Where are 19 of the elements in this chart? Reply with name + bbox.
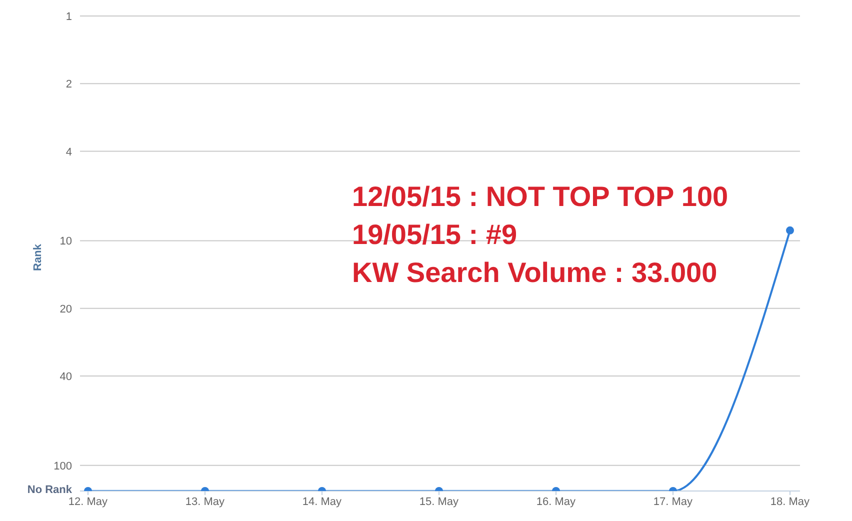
y-tick-label: 1 — [66, 11, 72, 23]
y-tick-label: 4 — [66, 146, 72, 158]
y-axis-title: Rank — [32, 243, 44, 271]
x-tick-label: 14. May — [302, 496, 342, 508]
x-tick-label: 18. May — [770, 496, 810, 508]
y-tick-label: 100 — [54, 460, 72, 472]
y-tick-label: 40 — [60, 370, 72, 383]
x-tick-label: 15. May — [419, 496, 460, 508]
y-tick-label: 10 — [60, 236, 72, 248]
x-tick-label: 13. May — [185, 496, 226, 508]
annotation: 19/05/15 : #9 — [352, 218, 518, 252]
y-tick-label: No Rank — [27, 484, 73, 496]
x-tick-label: 17. May — [653, 496, 694, 508]
x-tick-label: 16. May — [536, 496, 576, 508]
x-tick-label: 12. May — [68, 496, 108, 508]
y-tick-label: 2 — [66, 78, 72, 91]
annotation: KW Search Volume : 33.000 — [352, 256, 718, 290]
annotation: 12/05/15 : NOT TOP TOP 100 — [352, 180, 728, 214]
y-tick-label: 20 — [60, 303, 72, 316]
